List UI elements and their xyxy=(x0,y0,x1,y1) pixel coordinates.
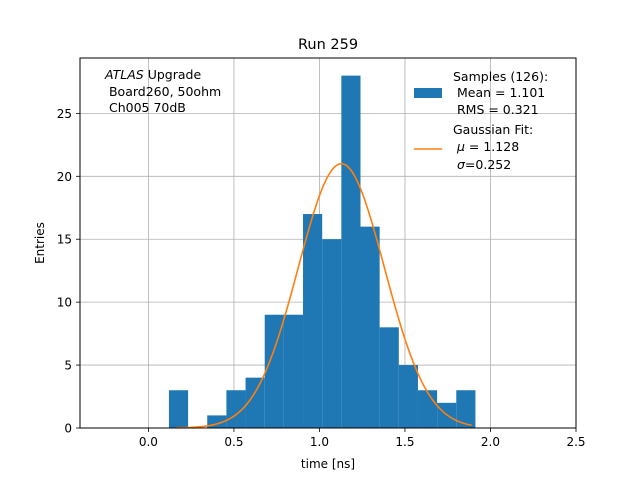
legend-samples-line-2: Mean = 1.101 xyxy=(453,85,545,100)
x-tick-label-5: 2.5 xyxy=(566,435,585,449)
y-axis-ticks: 0 5 10 15 20 25 xyxy=(57,107,80,436)
gaussian-fit-curve xyxy=(175,162,472,429)
annotation-line-2: Board260, 50ohm xyxy=(105,84,221,99)
annotation-line-3: Ch005 70dB xyxy=(105,100,186,115)
x-tick-label-4: 2.0 xyxy=(481,435,500,449)
x-tick-label-0: 0.0 xyxy=(139,435,158,449)
histogram-bar-10 xyxy=(360,226,380,428)
legend-samples-line-3: RMS = 0.321 xyxy=(453,102,539,117)
annotation-upgrade: Upgrade xyxy=(144,67,202,82)
legend-samples-line-1: Samples (126): xyxy=(453,69,548,84)
y-axis-label: Entries xyxy=(33,222,47,264)
histogram-bar-15 xyxy=(456,390,476,428)
y-tick-label-4: 20 xyxy=(57,170,72,184)
legend: Samples (126): Mean = 1.101 RMS = 0.321 … xyxy=(414,69,548,172)
info-annotation: ATLAS Upgrade Board260, 50ohm Ch005 70dB xyxy=(104,67,221,115)
x-tick-label-1: 0.5 xyxy=(224,435,243,449)
legend-samples-swatch xyxy=(414,88,442,98)
annotation-line-1: ATLAS Upgrade xyxy=(104,67,201,82)
annotation-atlas: ATLAS xyxy=(104,67,144,82)
x-tick-label-3: 1.5 xyxy=(395,435,414,449)
y-tick-label-3: 15 xyxy=(57,233,72,247)
y-tick-label-5: 25 xyxy=(57,107,72,121)
legend-fit-line-1: Gaussian Fit: xyxy=(453,122,533,137)
histogram-bar-8 xyxy=(322,239,342,428)
y-tick-label-1: 5 xyxy=(64,359,72,373)
plot-frame xyxy=(79,57,577,429)
y-tick-label-0: 0 xyxy=(64,422,72,436)
histogram-bar-4 xyxy=(245,377,265,428)
x-axis-label: time [ns] xyxy=(301,457,355,471)
legend-fit-mu-value: = 1.128 xyxy=(465,139,519,154)
histogram-bar-6 xyxy=(283,314,304,428)
x-tick-label-2: 1.0 xyxy=(310,435,329,449)
histogram-bar-7 xyxy=(303,214,323,428)
x-axis-ticks: 0.0 0.5 1.0 1.5 2.0 2.5 xyxy=(139,428,586,449)
histogram-bars xyxy=(168,75,476,428)
histogram-bar-13 xyxy=(417,390,438,428)
histogram-bar-11 xyxy=(379,327,399,428)
legend-fit-line-3: σ=0.252 xyxy=(453,157,511,172)
chart-title: Run 259 xyxy=(298,37,358,53)
legend-fit-sigma-symbol: σ xyxy=(457,157,466,172)
histogram-bar-9 xyxy=(341,75,361,428)
legend-fit-sigma-value: =0.252 xyxy=(465,157,511,172)
legend-fit-line-2: μ = 1.128 xyxy=(453,139,519,154)
histogram-bar-12 xyxy=(398,365,418,428)
histogram-bar-5 xyxy=(264,314,284,428)
histogram-bar-0 xyxy=(168,390,189,428)
legend-fit-mu-symbol: μ xyxy=(456,139,465,154)
y-tick-label-2: 10 xyxy=(57,296,72,310)
